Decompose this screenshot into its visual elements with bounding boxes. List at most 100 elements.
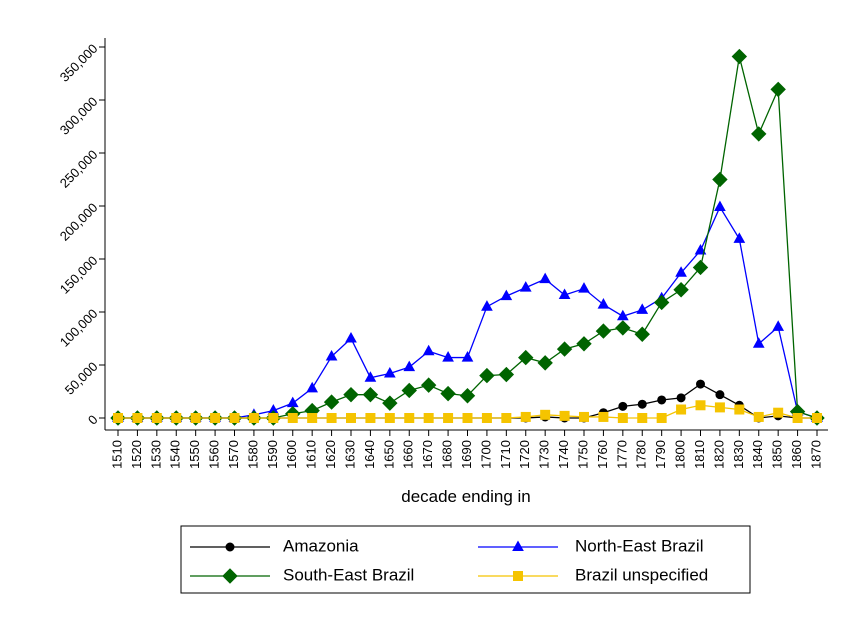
marker [653,294,670,311]
marker [151,413,162,423]
marker [540,409,551,420]
x-tick-label: 1600 [284,440,299,469]
marker [578,282,590,293]
marker [481,413,492,423]
marker [461,351,474,362]
marker [401,382,417,399]
marker [673,282,689,298]
x-tick-label: 1670 [420,440,435,469]
marker [500,289,513,301]
marker [268,413,279,423]
marker [190,413,201,423]
legend-label: Amazonia [283,536,359,555]
marker [364,371,377,382]
marker [618,401,628,411]
legend-label: South-East Brazil [283,565,414,584]
marker [382,395,398,411]
marker [696,379,705,389]
marker [712,171,728,188]
x-tick-label: 1800 [673,440,688,469]
marker [597,298,610,309]
x-tick-label: 1550 [187,440,202,469]
marker [520,411,531,422]
marker [171,413,182,423]
marker [731,48,748,65]
marker [287,413,298,423]
x-tick-label: 1680 [440,440,455,469]
marker [422,344,435,356]
x-tick-label: 1820 [711,440,726,469]
marker [222,568,238,584]
marker [384,413,395,423]
legend [180,525,751,594]
x-tick-label: 1520 [129,440,144,469]
x-tick-label: 1610 [304,440,319,469]
x-tick-label: 1590 [265,440,280,469]
marker [383,366,396,378]
x-tick-label: 1860 [789,440,804,469]
marker [753,411,764,422]
marker [595,323,612,339]
marker [792,413,803,423]
marker [229,413,240,423]
x-tick-label: 1580 [245,440,260,469]
marker [675,266,687,277]
marker [498,366,515,383]
x-tick-label: 1720 [517,440,532,469]
marker [442,351,454,362]
x-tick-label: 1830 [731,440,746,469]
marker [616,309,629,321]
marker [558,288,571,300]
marker [579,411,589,422]
marker [812,413,822,423]
x-tick-label: 1760 [595,440,610,469]
x-tick-label: 1700 [478,440,493,469]
marker [656,413,667,423]
marker [323,394,340,410]
marker [770,81,786,98]
marker [714,200,726,212]
marker [539,272,552,284]
marker [443,413,454,423]
marker [636,303,649,314]
x-tick-label: 1870 [808,440,823,469]
marker [773,407,784,418]
marker [248,413,259,423]
x-tick-label: 1660 [401,440,416,469]
marker [113,413,123,423]
marker [692,259,709,276]
marker [343,386,359,403]
x-tick-label: 1790 [653,440,668,469]
marker [734,404,745,415]
marker [403,360,416,372]
marker [676,393,686,403]
marker [459,388,476,404]
marker [481,300,493,311]
marker [634,326,650,342]
x-tick-label: 1810 [692,440,707,469]
marker [714,402,725,413]
marker [210,413,221,423]
marker [346,413,356,423]
marker [637,413,648,423]
marker [676,404,687,415]
marker [362,386,379,403]
x-axis-title: decade ending in [401,487,531,506]
marker [420,377,437,393]
marker [132,413,143,423]
marker [537,355,553,371]
marker [512,540,524,551]
marker [404,413,415,423]
marker [462,413,473,423]
marker [479,367,495,384]
x-tick-label: 1770 [614,440,629,469]
marker [513,571,523,581]
marker [440,385,456,402]
x-tick-label: 1510 [109,440,124,469]
marker [559,410,570,421]
marker [615,320,631,336]
marker [576,336,592,352]
marker [598,411,609,422]
